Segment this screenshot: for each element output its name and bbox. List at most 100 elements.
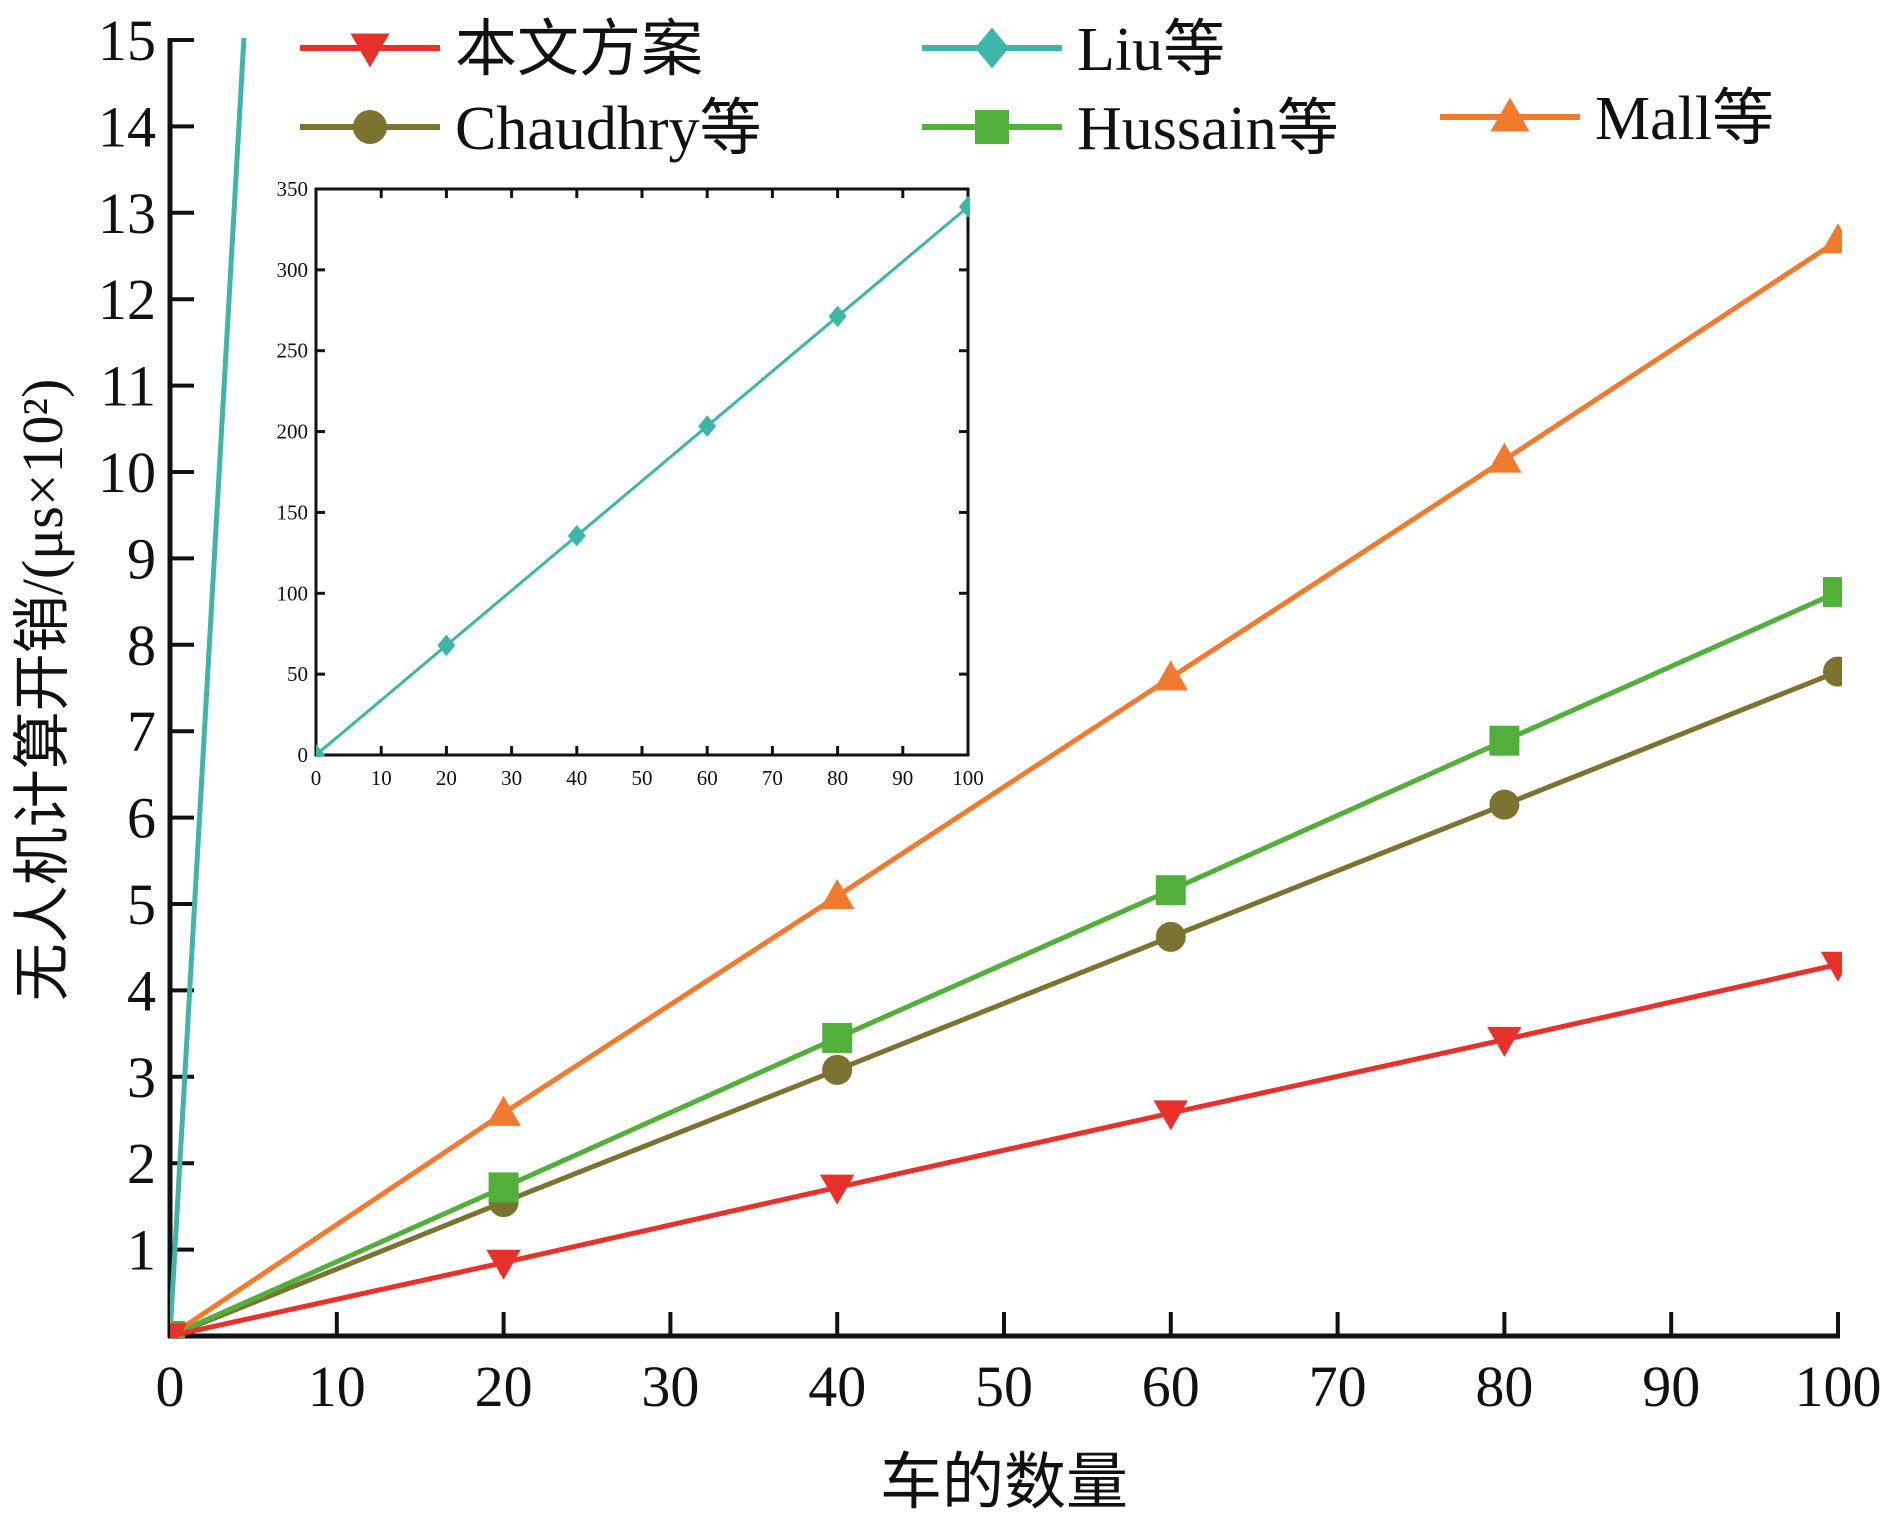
y-tick-label: 14 <box>98 94 156 159</box>
inset-x-tick-label: 100 <box>952 766 984 790</box>
x-tick-label: 40 <box>808 1354 866 1419</box>
inset-x-tick-label: 10 <box>371 766 392 790</box>
legend-marker-triangle-down <box>350 33 390 68</box>
legend: 本文方案 Liu等 Chaudhry等 Hussain等 Mall等 <box>300 16 1774 163</box>
data-point-3-4 <box>1489 725 1520 756</box>
data-point-0-0 <box>170 1323 188 1338</box>
inset-y-tick-label: 50 <box>287 662 308 686</box>
data-point-4-4 <box>1487 442 1522 473</box>
inset-chart: 0 10 20 30 40 50 60 70 80 90 100 0 50 100 150 200 250 300… <box>277 177 984 790</box>
inset-x-tick-label: 60 <box>697 766 718 790</box>
legend-item: Hussain等 <box>922 95 1339 163</box>
inset-data-point-2 <box>567 524 586 547</box>
inset-y-tick-label: 300 <box>277 258 309 282</box>
legend-marker-square <box>975 110 1009 144</box>
data-point-3-1 <box>488 1172 519 1203</box>
y-tick-label: 5 <box>127 872 156 937</box>
x-tick-label: 100 <box>1795 1354 1882 1419</box>
inset-data-point-0 <box>316 744 325 757</box>
y-tick-label: 10 <box>98 440 156 505</box>
series-line-2 <box>170 669 1839 1338</box>
series-line-4 <box>170 238 1840 1338</box>
inset-x-tick-label: 50 <box>632 766 653 790</box>
inset-x-tick-label: 90 <box>892 766 913 790</box>
data-point-2-3 <box>1155 921 1186 952</box>
data-point-4-3 <box>1153 660 1189 691</box>
legend-item: 本文方案 <box>300 16 703 84</box>
inset-data-point-1 <box>437 634 456 657</box>
inset-data-point-4 <box>828 305 847 328</box>
x-tick-label: 20 <box>475 1354 533 1419</box>
inset-x-tick-label: 80 <box>827 766 848 790</box>
inset-x-tick-label: 30 <box>501 766 522 790</box>
data-point-4-5 <box>1820 223 1842 254</box>
y-tick-label: 13 <box>98 181 156 246</box>
y-tick-label: 1 <box>127 1218 156 1283</box>
main-series <box>170 38 1842 1338</box>
data-point-0-3 <box>1153 1100 1189 1131</box>
legend-marker-circle <box>353 110 387 144</box>
y-axis-label: 无人机计算开销/(μs×10²) <box>10 379 75 1002</box>
inset-y-tick-label: 250 <box>277 339 309 363</box>
x-tick-label: 10 <box>308 1354 366 1419</box>
inset-x-tick-label: 20 <box>436 766 457 790</box>
legend-marker-diamond <box>975 27 1009 69</box>
y-tick-label: 4 <box>127 958 156 1023</box>
inset-y-tick-label: 150 <box>277 500 309 524</box>
y-tick-label: 3 <box>127 1045 156 1110</box>
inset-series-line <box>316 205 969 757</box>
data-point-3-3 <box>1155 875 1186 906</box>
y-tick-label: 8 <box>127 613 156 678</box>
inset-x-tick-label: 40 <box>566 766 587 790</box>
data-point-4-1 <box>486 1095 521 1126</box>
legend-item: Chaudhry等 <box>300 95 762 163</box>
data-point-3-2 <box>822 1022 853 1053</box>
x-tick-label: 60 <box>1142 1354 1200 1419</box>
x-tick-label: 80 <box>1475 1354 1533 1419</box>
x-tick-label: 50 <box>975 1354 1033 1419</box>
legend-label: Mall等 <box>1595 85 1774 153</box>
main-axes: 0 10 20 30 40 50 60 70 80 90 100123456789101112131… <box>98 8 1882 1419</box>
y-tick-label: 9 <box>127 526 156 591</box>
inset-data-point-5 <box>959 195 970 218</box>
y-tick-label: 6 <box>127 786 156 851</box>
inset-frame <box>314 187 970 757</box>
legend-item: Liu等 <box>922 16 1225 84</box>
x-tick-label: 70 <box>1309 1354 1367 1419</box>
inset-series <box>316 195 970 757</box>
inset-y-tick-label: 200 <box>277 420 309 444</box>
data-point-0-1 <box>486 1249 521 1280</box>
inset-y-tick-label: 100 <box>277 581 309 605</box>
y-tick-label: 2 <box>127 1131 156 1196</box>
y-tick-label: 15 <box>98 8 156 73</box>
legend-item: Mall等 <box>1440 85 1774 153</box>
inset-x-tick-label: 70 <box>762 766 783 790</box>
legend-label: Liu等 <box>1077 16 1225 84</box>
data-point-4-2 <box>819 878 855 909</box>
x-tick-label: 30 <box>641 1354 699 1419</box>
data-point-0-5 <box>1820 951 1842 982</box>
data-point-2-5 <box>1823 656 1842 687</box>
inset-data-point-3 <box>698 415 717 437</box>
data-point-0-4 <box>1487 1026 1522 1057</box>
x-tick-label: 90 <box>1642 1354 1700 1419</box>
data-point-2-4 <box>1489 789 1520 820</box>
legend-label: Hussain等 <box>1077 95 1339 163</box>
y-tick-label: 7 <box>127 699 156 764</box>
series-line-3 <box>170 589 1840 1338</box>
inset-y-tick-label: 0 <box>298 743 309 767</box>
y-tick-label: 12 <box>98 267 156 332</box>
legend-marker-triangle-up <box>1490 97 1530 132</box>
data-point-2-2 <box>822 1054 853 1085</box>
series-line-0 <box>170 962 1839 1338</box>
data-point-0-2 <box>819 1174 855 1205</box>
inset-y-tick-label: 350 <box>277 177 309 201</box>
x-axis-label: 车的数量 <box>880 1449 1128 1517</box>
legend-label: Chaudhry等 <box>455 95 762 163</box>
data-point-3-5 <box>1823 577 1842 608</box>
x-tick-label: 0 <box>156 1354 185 1419</box>
y-tick-label: 11 <box>100 354 156 419</box>
legend-label: 本文方案 <box>455 16 703 84</box>
inset-x-tick-label: 0 <box>311 766 322 790</box>
